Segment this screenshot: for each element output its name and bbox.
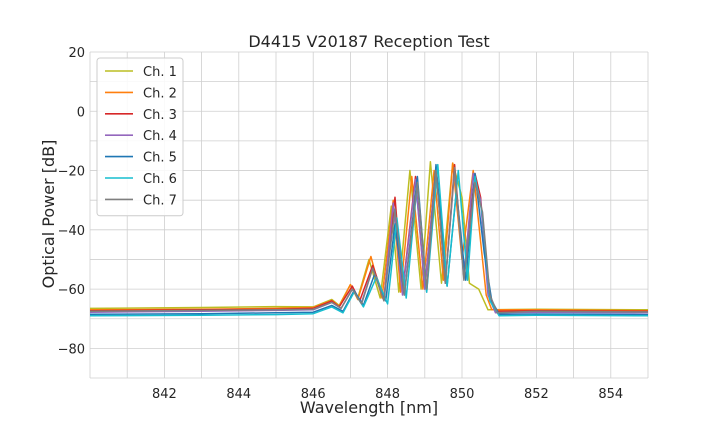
x-tick-label: 844	[226, 387, 251, 402]
y-tick-label: −20	[58, 165, 85, 180]
legend-box	[96, 57, 184, 217]
legend-label-2: Ch. 2	[143, 86, 177, 101]
x-tick-label: 852	[524, 387, 549, 402]
y-axis-label: Optical Power [dB]	[39, 140, 58, 289]
legend: Ch. 1 Ch. 2 Ch. 3 Ch. 4 Ch. 5 Ch. 6 Ch. 7	[96, 57, 184, 217]
x-axis-ticks: 842 844 846 848 850 852 854	[152, 387, 623, 402]
legend-label-1: Ch. 1	[143, 65, 177, 80]
y-tick-label: −80	[58, 342, 85, 357]
x-tick-label: 854	[598, 387, 623, 402]
grid	[89, 51, 649, 379]
legend-label-3: Ch. 3	[143, 108, 177, 123]
x-tick-label: 846	[301, 387, 326, 402]
y-tick-label: −40	[58, 224, 85, 239]
y-tick-label: 20	[68, 46, 85, 61]
legend-label-7: Ch. 7	[143, 193, 177, 208]
legend-label-4: Ch. 4	[143, 129, 177, 144]
x-tick-label: 842	[152, 387, 177, 402]
x-tick-label: 848	[375, 387, 400, 402]
x-tick-label: 850	[450, 387, 475, 402]
series-group	[90, 160, 648, 317]
y-tick-label: 0	[77, 105, 85, 120]
y-axis-ticks: 20 0 −20 −40 −60 −80	[58, 46, 85, 357]
legend-label-6: Ch. 6	[143, 172, 177, 187]
series-line-7	[90, 166, 648, 314]
y-tick-label: −60	[58, 283, 85, 298]
legend-label-5: Ch. 5	[143, 151, 177, 166]
chart-title: D4415 V20187 Reception Test	[248, 32, 489, 51]
x-axis-label: Wavelength [nm]	[300, 398, 438, 417]
